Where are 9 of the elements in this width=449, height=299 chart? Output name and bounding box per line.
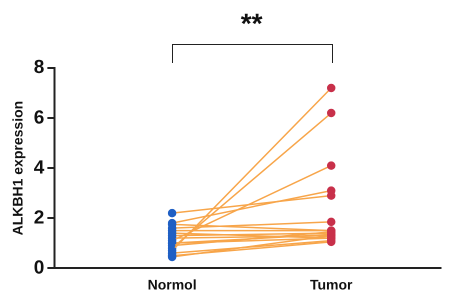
y-tick-label: 8 (34, 57, 44, 78)
y-axis-title: ALKBH1 expression (9, 100, 26, 236)
y-tick-label: 2 (34, 207, 44, 228)
y-tick-label: 4 (34, 157, 45, 178)
x-tick-label: Tumor (310, 276, 354, 292)
x-tick-label: Normol (148, 276, 197, 292)
text: ** (240, 8, 263, 40)
y-tick-label: 6 (34, 107, 44, 128)
y-tick-label: 0 (34, 257, 44, 278)
